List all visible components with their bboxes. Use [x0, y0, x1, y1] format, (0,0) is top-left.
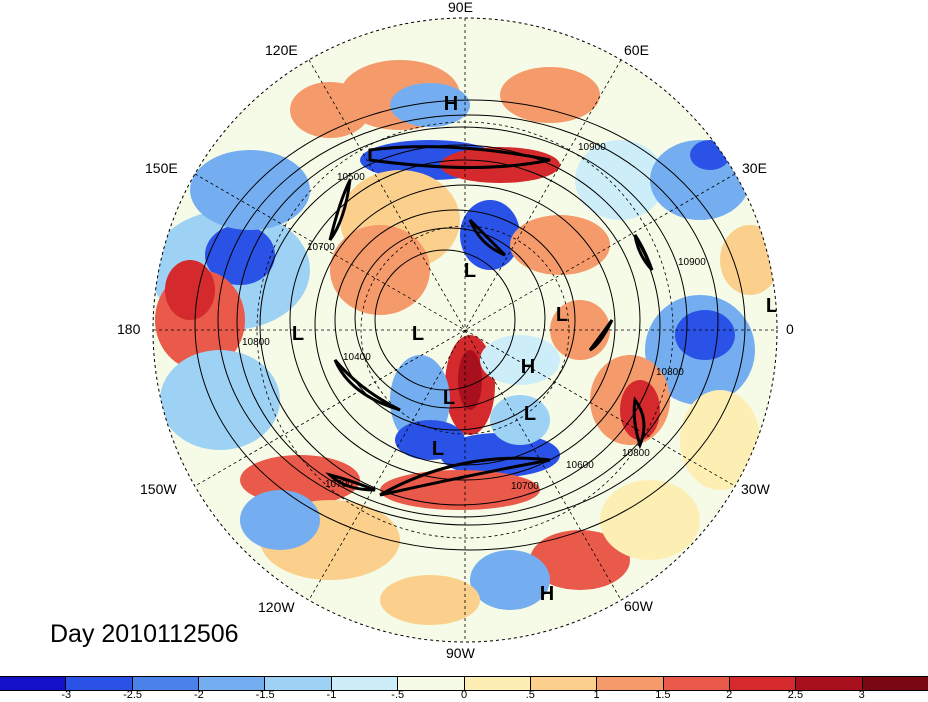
contour-label: 10700	[325, 479, 353, 490]
lon-label-120e: 120E	[265, 42, 298, 58]
colorbar-swatch	[464, 677, 531, 690]
colorbar-tick-label: -1	[326, 689, 337, 701]
lon-label-30e: 30E	[742, 160, 767, 176]
colorbar-swatch	[132, 677, 200, 690]
contour-label: 10500	[337, 172, 365, 183]
colorbar-tick-label: -.5	[391, 689, 405, 701]
lon-label-90w: 90W	[446, 645, 475, 661]
colorbar-swatch	[530, 677, 598, 690]
contour-label: 10900	[578, 142, 606, 153]
lon-label-60e: 60E	[624, 42, 649, 58]
pressure-center-marker: L	[432, 438, 444, 460]
pressure-center-marker: L	[524, 403, 536, 425]
pressure-center-marker: H	[540, 583, 554, 605]
contour-label: 10800	[622, 448, 650, 459]
contour-label: 10800	[656, 367, 684, 378]
colorbar-swatch	[331, 677, 399, 690]
pressure-center-marker: H	[444, 93, 458, 115]
contour-label: 10700	[511, 481, 539, 492]
map-boundary	[152, 17, 778, 643]
colorbar-swatch	[597, 677, 664, 690]
contour-label: 10400	[343, 352, 371, 363]
pressure-center-marker: H	[521, 356, 535, 378]
lon-label-90e: 90E	[448, 0, 473, 15]
polar-map: 10900 10500 10700 10900 10800 10400 1080…	[152, 17, 778, 643]
colorbar-tick-label: -1.5	[255, 689, 275, 701]
colorbar-tick-label: 1	[593, 689, 600, 701]
pressure-center-marker: L	[443, 387, 455, 409]
contour-label: 10800	[242, 337, 270, 348]
colorbar-tick-label: 2.5	[787, 689, 804, 701]
day-title: Day 2010112506	[50, 620, 239, 648]
colorbar-tick-label: 3	[858, 689, 865, 701]
colorbar-swatch	[663, 677, 730, 690]
colorbar-tick-label: -2.5	[123, 689, 143, 701]
lon-label-150e: 150E	[145, 160, 178, 176]
colorbar-swatch	[66, 677, 133, 690]
colorbar-tick-label: -3	[61, 689, 72, 701]
pressure-center-group: H L L L L H L L L L H	[292, 93, 778, 605]
lon-label-30w: 30W	[741, 481, 770, 497]
pressure-center-marker: L	[556, 304, 568, 326]
colorbar-swatch	[796, 677, 863, 690]
anomaly-patches	[153, 60, 777, 625]
graticule	[153, 18, 777, 642]
lon-label-120w: 120W	[258, 599, 295, 615]
colorbar-swatch	[729, 677, 797, 690]
lon-label-180: 180	[117, 321, 141, 337]
jet-contours	[325, 145, 654, 497]
pressure-center-marker: L	[292, 323, 304, 345]
pressure-center-marker: L	[412, 323, 424, 345]
colorbar-tick-label: 2	[726, 689, 733, 701]
colorbar-tick-label: .5	[525, 689, 535, 701]
contour-label-group: 10900 10500 10700 10900 10800 10400 1080…	[242, 142, 706, 492]
colorbar	[0, 676, 928, 691]
contour-label: 10700	[307, 242, 335, 253]
colorbar-swatch	[199, 677, 266, 690]
lon-label-0: 0	[786, 321, 794, 337]
pressure-center-marker: L	[766, 295, 778, 317]
colorbar-swatch	[0, 677, 67, 690]
colorbar-swatch	[265, 677, 332, 690]
colorbar-swatch	[398, 677, 465, 690]
contour-label: 10600	[566, 460, 594, 471]
colorbar-tick-label: -2	[193, 689, 204, 701]
colorbar-swatch	[862, 677, 928, 690]
lon-label-60w: 60W	[624, 598, 653, 614]
colorbar-tick-label: 1.5	[655, 689, 671, 701]
colorbar-tick-label: 0	[460, 689, 468, 701]
pressure-center-marker: L	[464, 260, 476, 282]
lon-label-150w: 150W	[140, 481, 177, 497]
contour-label: 10900	[678, 257, 706, 268]
